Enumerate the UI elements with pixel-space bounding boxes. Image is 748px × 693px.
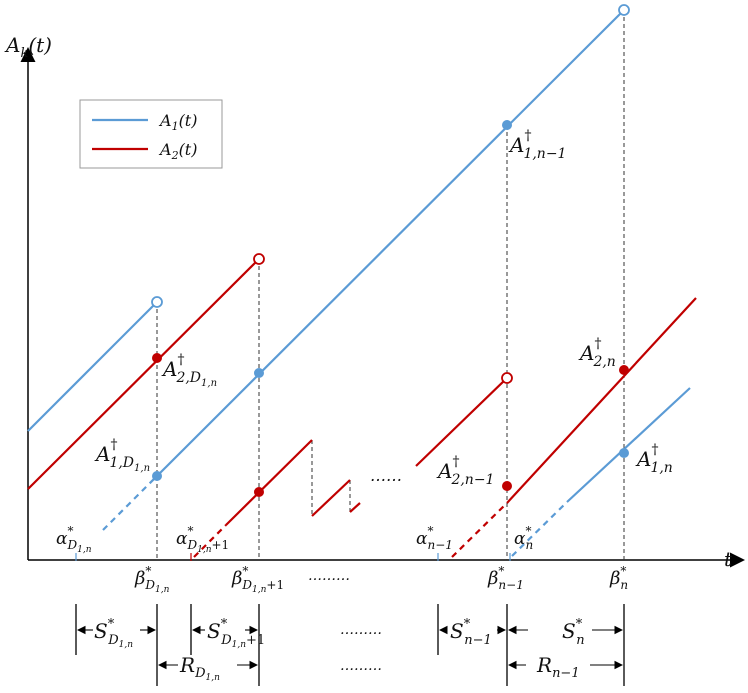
label-alpha-D1n: α* D1,n: [56, 524, 92, 555]
label-s-D1n: S* D1,n: [94, 617, 133, 650]
interval-bars: [75, 604, 625, 686]
label-a1-n: A† 1,n: [635, 442, 673, 476]
plot-ellipsis: ……: [370, 466, 402, 485]
point-a1-D1n: [152, 471, 162, 481]
point-a1-n-minus-1: [502, 120, 512, 130]
label-a1-n-minus-1: A† 1,n−1: [508, 128, 566, 162]
y-axis-label: Ak(t): [4, 33, 52, 61]
label-s-n-minus-1: S* n−1: [450, 617, 492, 648]
point-a2-D1n: [152, 353, 162, 363]
label-beta-n: β* n: [609, 564, 628, 592]
open-point-red-1: [253, 253, 265, 265]
point-red-mid: [254, 487, 264, 497]
row2-ellipsis: ………: [340, 658, 382, 674]
label-s-n: S* n: [562, 617, 585, 648]
point-blue-mid: [254, 368, 264, 378]
label-beta-D1n: β* D1,n: [134, 564, 170, 595]
axis-ellipsis: ………: [308, 568, 350, 584]
label-alpha-n: α* n: [514, 524, 533, 552]
label-beta-n-minus-1: β* n−1: [487, 564, 524, 592]
curve-a1: [27, 9, 691, 557]
point-a2-n: [619, 365, 629, 375]
points: [151, 4, 630, 497]
legend-label-a2: A2(t): [158, 140, 197, 162]
label-r-D1n: RD1,n: [179, 653, 220, 683]
label-beta-D1n-plus-1: β* D1,n+1: [231, 564, 284, 595]
label-r-n-minus-1: Rn−1: [536, 653, 580, 681]
curve-a2: [27, 258, 697, 558]
open-point-blue-2: [618, 4, 630, 16]
open-point-red-2: [501, 372, 513, 384]
open-point-blue-1: [151, 296, 163, 308]
label-a1-D1n: A† 1,D1,n: [94, 437, 150, 474]
label-alpha-n-minus-1: α* n−1: [416, 524, 453, 552]
point-a2-n-minus-1: [502, 481, 512, 491]
label-alpha-D1n-plus-1: α* D1,n+1: [176, 524, 229, 555]
label-a2-n-minus-1: A† 2,n−1: [436, 454, 494, 488]
alpha-ticks: [75, 553, 511, 561]
point-a1-n: [619, 448, 629, 458]
x-axis-label: t: [724, 547, 733, 571]
label-a2-D1n: A† 2,D1,n: [161, 352, 217, 389]
legend: A1(t) A2(t): [79, 99, 223, 169]
label-s-D1n-plus-1: S* D1,n+1: [207, 617, 265, 650]
row1-ellipsis: ………: [340, 622, 382, 638]
vertical-guides: [156, 10, 625, 560]
label-a2-n: A† 2,n: [578, 336, 616, 370]
legend-label-a1: A1(t): [158, 111, 197, 133]
